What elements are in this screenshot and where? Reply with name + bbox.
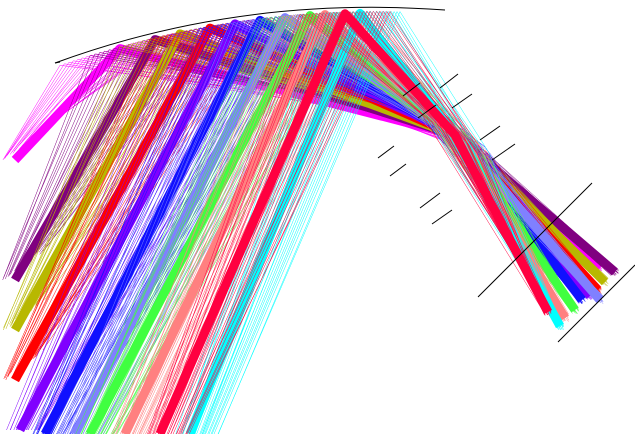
lens-group-1 — [377, 73, 473, 177]
ray-crimson — [185, 11, 552, 434]
ray-cyan — [218, 11, 561, 434]
ray-crimson — [152, 13, 550, 434]
ray-crimson — [187, 11, 547, 434]
primary-mirror-edge — [54, 61, 61, 64]
ray-crimson — [148, 13, 552, 434]
ray-green — [116, 11, 574, 434]
chief-ray-crimson — [155, 9, 552, 434]
ray-bundles — [2, 8, 619, 434]
ray-crimson — [161, 12, 548, 434]
ray-cyan — [213, 11, 564, 434]
ray-cyan — [217, 11, 564, 434]
image-plane — [557, 264, 635, 343]
ray-crimson — [179, 11, 552, 434]
primary-mirror — [54, 6, 446, 64]
optical-elements — [54, 6, 635, 343]
relay-mirror — [477, 182, 593, 298]
ray-crimson — [147, 14, 545, 434]
lens-group-2 — [419, 125, 516, 225]
